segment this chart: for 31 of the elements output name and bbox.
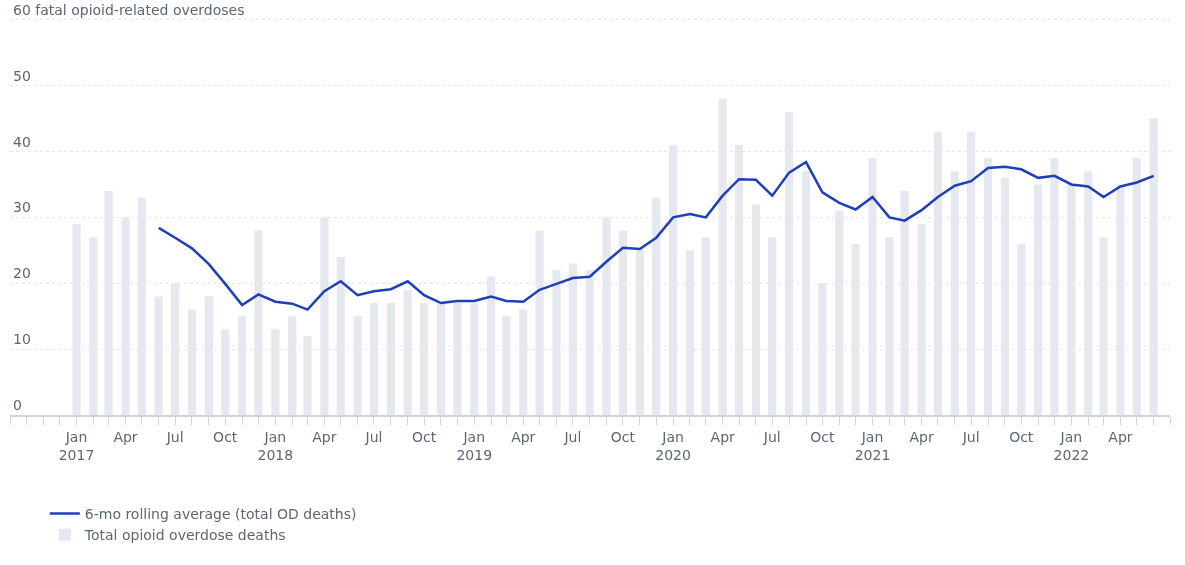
x-tick-label: Jan 2017 [58, 428, 95, 463]
y-tick-label: 60 fatal opioid-related overdoses [13, 1, 245, 18]
x-tick-label: Oct [810, 428, 835, 445]
x-tick-label: Apr [312, 428, 337, 445]
y-tick-label: 40 [13, 133, 31, 150]
y-tick-label: 50 [13, 67, 31, 84]
x-tick-label: Oct [1009, 428, 1034, 445]
y-tick-label: 10 [13, 331, 31, 348]
x-tick-label: Apr [511, 428, 536, 445]
x-tick-label: Jan 2022 [1053, 428, 1090, 463]
x-tick-label: Jan 2019 [456, 428, 493, 463]
y-tick-label: 30 [13, 199, 31, 216]
x-tick-label: Jan 2020 [655, 428, 691, 463]
y-tick-label: 20 [13, 265, 31, 282]
x-tick-label: Jan 2021 [854, 428, 891, 463]
x-tick-label: Jan 2018 [257, 428, 294, 463]
legend-label: 6-mo rolling average (total OD deaths) [84, 506, 357, 523]
x-tick-label: Apr [909, 428, 934, 445]
x-tick-label: Jul [364, 428, 383, 445]
x-tick-label: Apr [113, 428, 138, 445]
x-tick-label: Jul [165, 428, 184, 445]
x-tick-label: Oct [411, 428, 437, 445]
x-tick-label: Jul [961, 428, 980, 445]
x-tick-label: Jul [762, 428, 781, 445]
x-tick-label: Jul [563, 428, 582, 445]
y-tick-label: 0 [13, 397, 22, 414]
x-tick-label: Oct [213, 428, 238, 445]
x-tick-label: Apr [710, 428, 736, 445]
legend-label: Total opioid overdose deaths [83, 527, 286, 544]
x-tick-label: Apr [1108, 428, 1133, 445]
x-tick-label: Oct [610, 428, 636, 445]
